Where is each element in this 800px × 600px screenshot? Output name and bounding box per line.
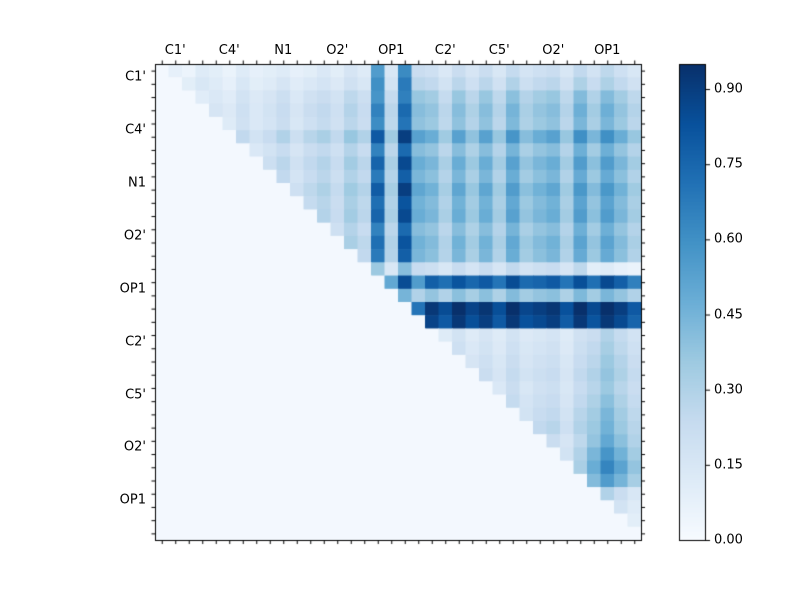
colorbar-tick-label: 0.00: [714, 532, 743, 548]
colorbar-tick-label: 0.15: [714, 457, 743, 473]
x-tick-label: O2': [326, 43, 349, 58]
y-tick-label: C2': [125, 334, 146, 350]
x-tick-label: C2': [434, 43, 456, 58]
colorbar-tick-label: 0.75: [714, 156, 743, 172]
y-tick-label: OP1: [119, 281, 146, 297]
x-tick-label: C4': [218, 43, 240, 58]
y-tick-label: O2': [123, 228, 146, 244]
x-tick-label: OP1: [378, 43, 405, 58]
y-tick-label: C1': [125, 69, 146, 85]
y-tick-label: C5': [125, 387, 146, 403]
y-tick-label: C4': [125, 122, 146, 138]
colorbar-tick-label: 0.90: [714, 81, 743, 97]
x-tick-label: OP1: [594, 43, 621, 58]
colorbar-tick-label: 0.30: [714, 382, 743, 398]
x-tick-label: C1': [164, 43, 186, 58]
y-tick-label: N1: [128, 175, 146, 191]
x-tick-label: O2': [542, 43, 565, 58]
y-tick-label: O2': [123, 439, 146, 455]
x-tick-label: N1: [274, 43, 293, 58]
x-tick-label: C5': [488, 43, 510, 58]
colorbar-tick-label: 0.60: [714, 231, 743, 247]
y-tick-label: OP1: [119, 492, 146, 508]
colorbar-tick-label: 0.45: [714, 307, 743, 323]
